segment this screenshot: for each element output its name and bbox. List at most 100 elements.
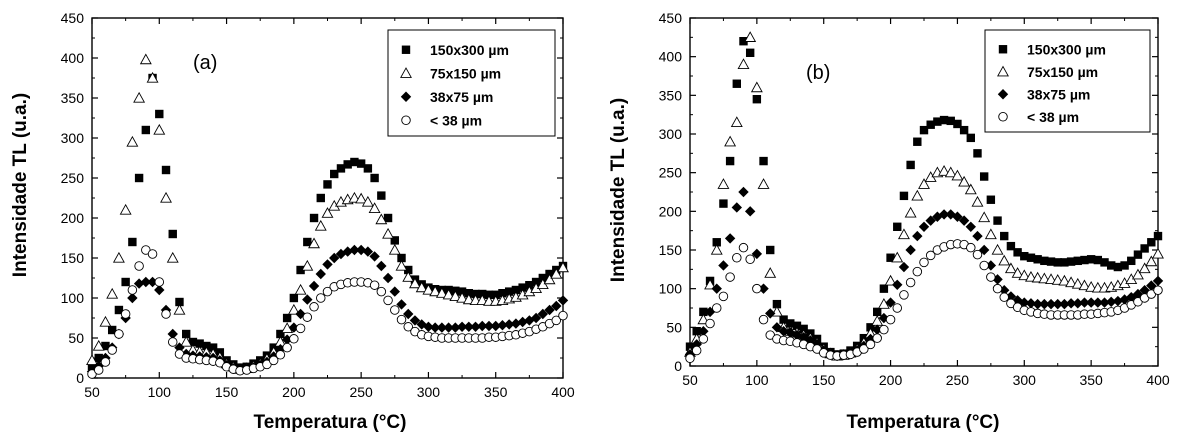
data-point xyxy=(382,227,395,239)
x-tick-label: 400 xyxy=(1146,372,1170,388)
data-point xyxy=(497,320,508,331)
y-tick-label: 150 xyxy=(659,242,683,258)
data-point xyxy=(1004,262,1017,274)
data-point xyxy=(705,318,715,329)
data-point xyxy=(167,337,178,347)
data-point xyxy=(893,222,902,231)
data-point xyxy=(1006,241,1016,251)
data-point xyxy=(470,321,481,332)
data-point xyxy=(905,244,916,256)
data-point xyxy=(140,276,152,288)
data-point xyxy=(978,211,991,223)
data-point xyxy=(316,293,326,303)
data-point xyxy=(724,135,737,147)
data-point xyxy=(477,320,488,332)
data-point xyxy=(712,238,721,247)
data-point xyxy=(904,206,917,218)
data-point xyxy=(972,230,983,242)
data-point xyxy=(738,242,749,253)
data-point xyxy=(330,169,339,179)
data-point xyxy=(859,344,869,354)
data-point xyxy=(750,81,763,93)
data-point xyxy=(92,339,105,351)
data-point xyxy=(899,191,909,201)
data-point xyxy=(759,156,768,166)
data-point xyxy=(1040,256,1049,266)
data-point xyxy=(139,53,152,65)
data-point xyxy=(792,321,802,330)
data-point xyxy=(1051,274,1064,285)
data-point xyxy=(1025,298,1037,309)
x-tick-label: 350 xyxy=(484,384,508,400)
data-point xyxy=(758,314,769,325)
legend-marker xyxy=(998,45,1008,54)
data-point xyxy=(732,79,741,88)
data-point xyxy=(892,279,903,290)
data-point xyxy=(758,283,769,294)
data-point xyxy=(422,283,435,295)
data-point xyxy=(308,237,321,249)
x-axis-title: Temperatura (°C) xyxy=(254,412,407,433)
data-point xyxy=(965,221,976,232)
data-point xyxy=(166,251,179,263)
data-point xyxy=(985,260,997,271)
data-point xyxy=(155,109,164,119)
data-point xyxy=(966,133,975,143)
data-point xyxy=(879,324,889,335)
data-point xyxy=(912,266,923,277)
legend-label: 150x300 µm xyxy=(1027,41,1106,57)
data-point xyxy=(739,37,748,46)
data-point xyxy=(436,322,448,333)
data-point xyxy=(382,272,394,284)
data-point xyxy=(161,309,171,319)
data-point xyxy=(531,277,541,287)
data-point xyxy=(396,314,407,325)
data-point xyxy=(450,322,461,333)
data-point xyxy=(885,314,896,325)
data-point xyxy=(1133,250,1143,259)
x-tick-label: 100 xyxy=(745,372,769,388)
y-tick-label: 300 xyxy=(61,130,85,146)
data-point xyxy=(1018,269,1031,281)
data-point xyxy=(296,265,305,275)
data-point xyxy=(464,289,473,298)
data-point xyxy=(1113,262,1123,272)
series-3 xyxy=(86,244,569,377)
data-point xyxy=(348,191,361,203)
data-point xyxy=(744,31,757,42)
data-point xyxy=(1065,298,1077,309)
x-tick-label: 100 xyxy=(148,384,172,400)
data-point xyxy=(691,345,702,356)
data-point xyxy=(718,291,729,302)
data-point xyxy=(911,189,924,201)
series-3 xyxy=(684,186,1164,362)
data-point xyxy=(538,273,548,283)
data-point xyxy=(991,243,1004,255)
data-point xyxy=(1100,258,1109,267)
data-point xyxy=(891,251,904,263)
data-point xyxy=(403,322,413,332)
data-point xyxy=(724,233,736,244)
data-point xyxy=(1072,298,1083,309)
data-point xyxy=(771,322,783,333)
y-tick-label: 0 xyxy=(674,358,682,374)
data-point xyxy=(1086,255,1096,264)
data-point xyxy=(730,116,743,128)
data-point xyxy=(154,277,165,287)
data-point xyxy=(403,308,414,320)
data-point xyxy=(329,252,340,264)
data-point xyxy=(127,285,138,295)
data-point xyxy=(147,276,158,288)
data-point xyxy=(107,345,117,355)
data-point xyxy=(873,307,882,317)
data-point xyxy=(423,321,434,332)
legend-marker xyxy=(997,65,1009,77)
data-point xyxy=(953,119,962,129)
data-point xyxy=(550,267,563,279)
data-point xyxy=(765,308,776,319)
data-point xyxy=(402,271,415,282)
data-point xyxy=(356,159,366,168)
data-point xyxy=(752,95,762,104)
data-point xyxy=(772,299,782,309)
